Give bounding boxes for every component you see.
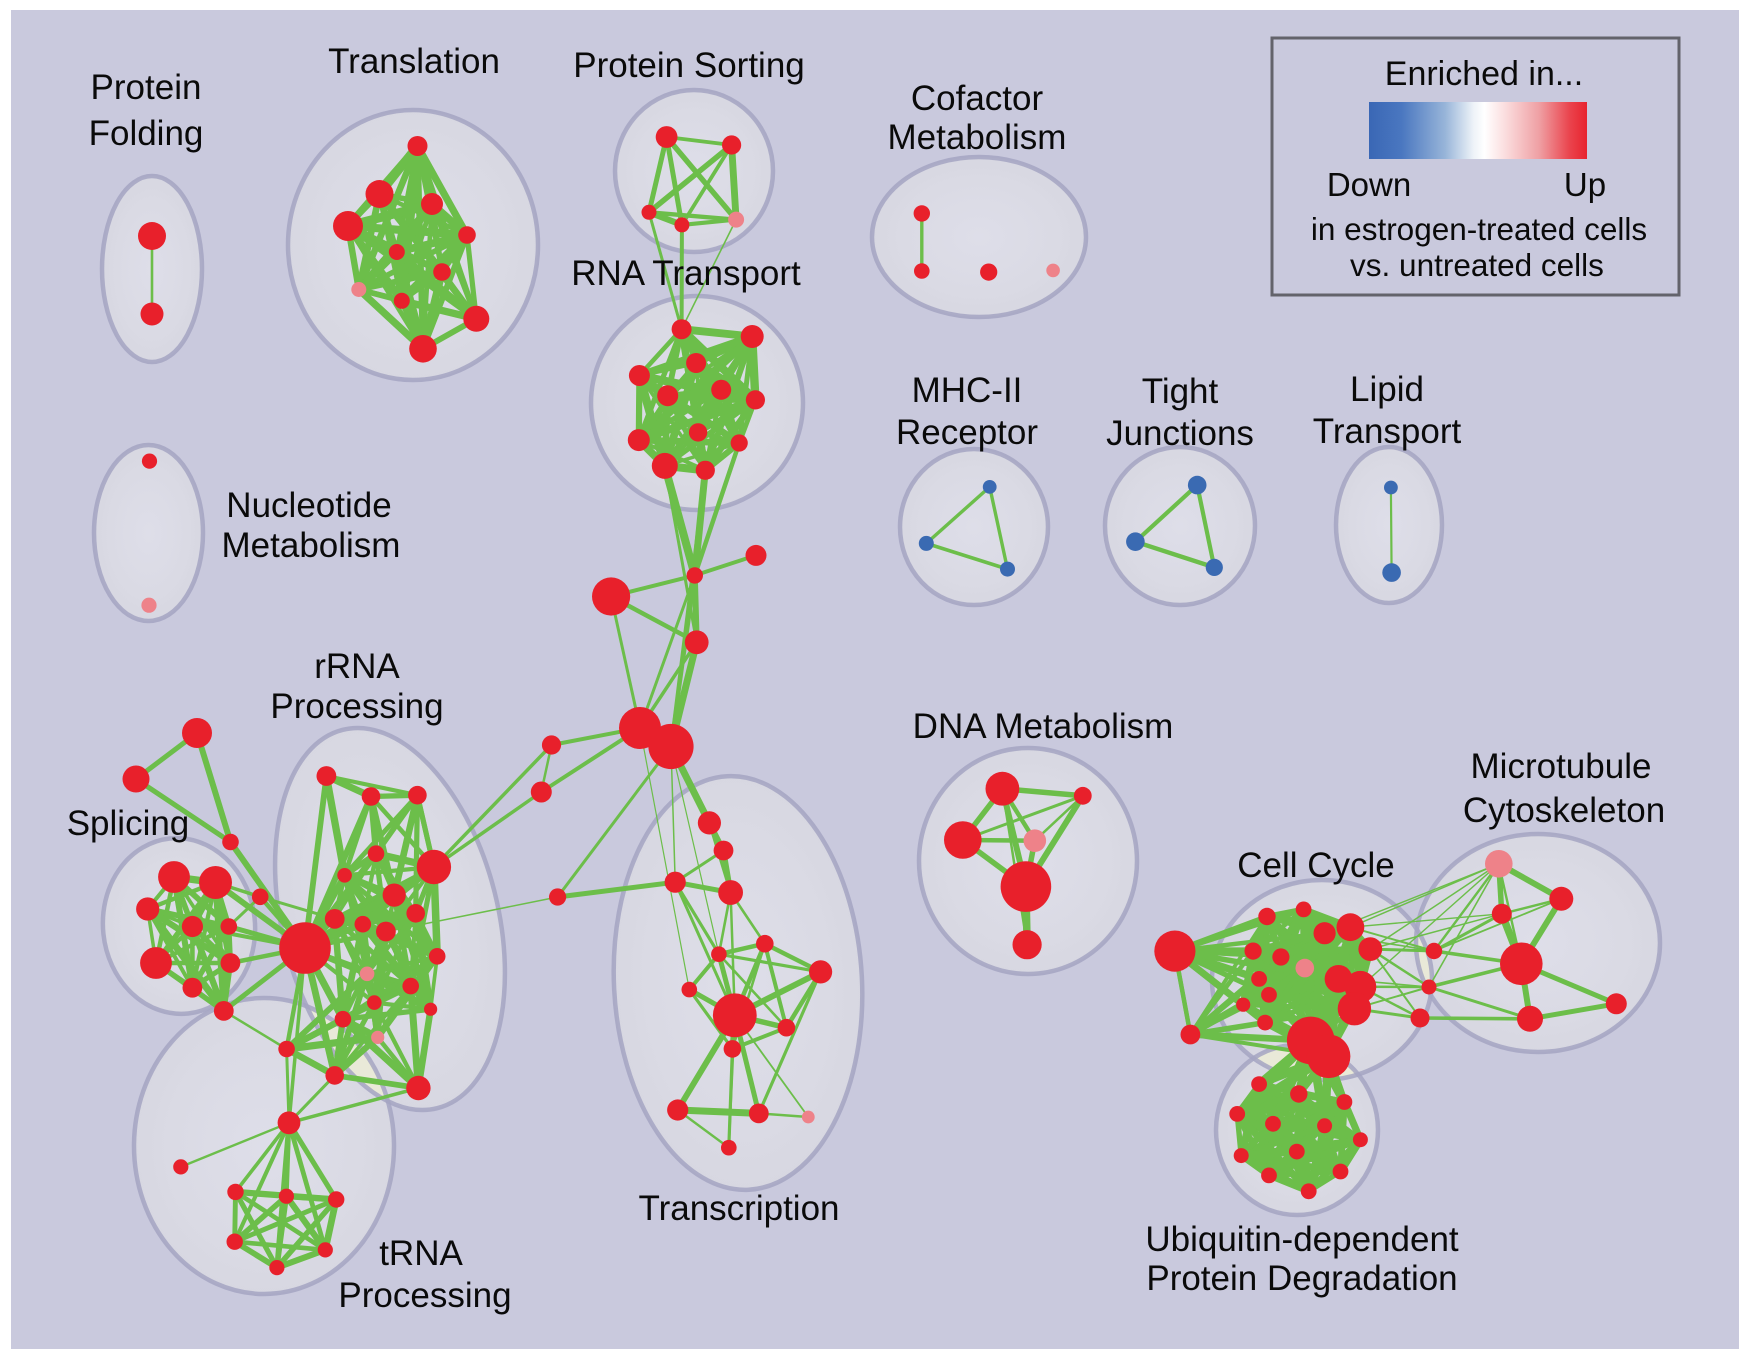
svg-text:Down: Down — [1327, 166, 1411, 203]
svg-text:Junctions: Junctions — [1106, 414, 1254, 453]
svg-text:Nucleotide: Nucleotide — [226, 486, 391, 525]
svg-text:Ubiquitin-dependent: Ubiquitin-dependent — [1145, 1220, 1459, 1259]
svg-text:Protein: Protein — [91, 68, 202, 107]
svg-text:Processing: Processing — [270, 687, 443, 726]
svg-text:MHC-II: MHC-II — [912, 371, 1023, 410]
svg-text:Transport: Transport — [1313, 412, 1462, 451]
svg-text:Folding: Folding — [89, 114, 204, 153]
svg-text:vs. untreated cells: vs. untreated cells — [1350, 247, 1604, 283]
svg-text:Protein Sorting: Protein Sorting — [573, 46, 805, 85]
svg-text:Protein Degradation: Protein Degradation — [1146, 1259, 1457, 1298]
svg-text:RNA Transport: RNA Transport — [571, 254, 801, 293]
svg-text:Lipid: Lipid — [1350, 370, 1424, 409]
svg-text:DNA Metabolism: DNA Metabolism — [913, 707, 1174, 746]
svg-text:Metabolism: Metabolism — [888, 118, 1067, 157]
svg-text:Cell Cycle: Cell Cycle — [1237, 846, 1395, 885]
svg-text:in estrogen-treated cells: in estrogen-treated cells — [1311, 211, 1647, 247]
svg-text:tRNA: tRNA — [379, 1234, 463, 1273]
svg-text:Translation: Translation — [328, 42, 500, 81]
svg-text:Cofactor: Cofactor — [911, 79, 1044, 118]
svg-text:Receptor: Receptor — [896, 413, 1038, 452]
svg-text:Enriched in...: Enriched in... — [1385, 55, 1583, 93]
svg-text:Processing: Processing — [338, 1276, 511, 1315]
svg-text:Transcription: Transcription — [639, 1189, 840, 1228]
svg-text:Microtubule: Microtubule — [1471, 747, 1652, 786]
svg-text:Up: Up — [1564, 166, 1606, 203]
svg-text:rRNA: rRNA — [314, 647, 400, 686]
svg-text:Splicing: Splicing — [67, 804, 190, 843]
svg-text:Cytoskeleton: Cytoskeleton — [1463, 791, 1665, 830]
svg-text:Metabolism: Metabolism — [222, 526, 401, 565]
svg-text:Tight: Tight — [1142, 372, 1219, 411]
